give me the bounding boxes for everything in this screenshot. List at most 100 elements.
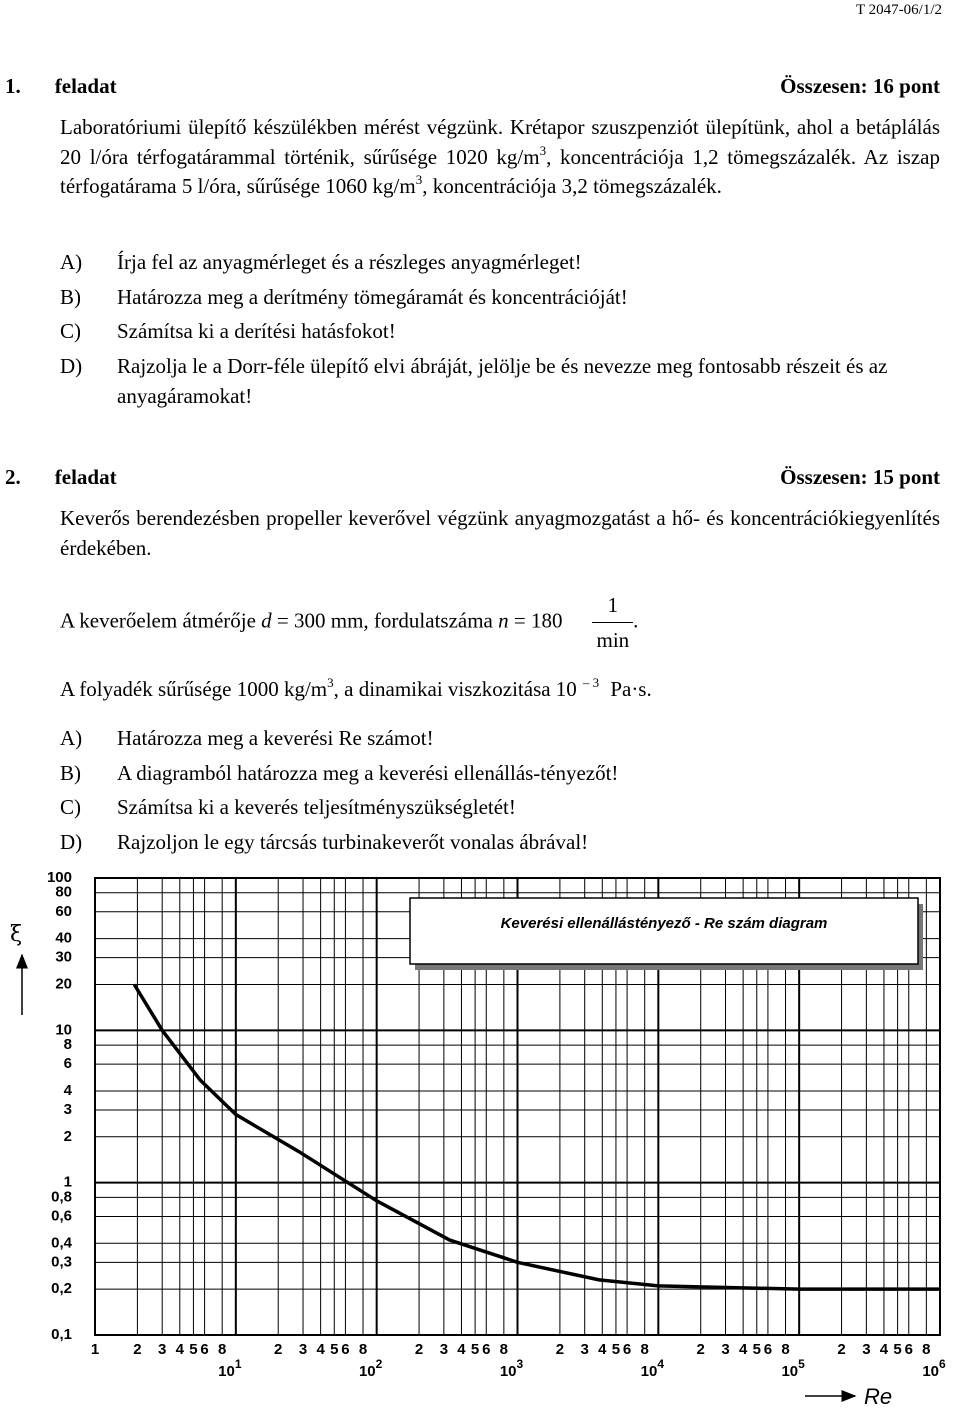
tick-text: 5	[753, 1341, 761, 1358]
text: A keverőelem átmérője	[60, 608, 262, 633]
item-letter: A)	[60, 250, 83, 274]
x-tick-label: 2	[837, 1341, 845, 1358]
y-tick-label: 0,2	[51, 1280, 72, 1297]
x-tick-label: 2	[556, 1341, 564, 1358]
item-text: Írja fel az anyagmérleget és a részleges…	[117, 250, 582, 274]
x-tick-label: 4	[739, 1341, 748, 1358]
tick-text: 4	[457, 1341, 466, 1358]
x-tick-label: 3	[721, 1341, 729, 1358]
tick-text: 8	[359, 1341, 367, 1358]
x-tick-label: 8	[500, 1341, 508, 1358]
x-tick-label: 4	[457, 1341, 466, 1358]
y-tick-label: 30	[55, 949, 72, 966]
y-tick-label: 1	[64, 1174, 72, 1191]
task-item: B) Határozza meg a derítmény tömegáramát …	[60, 282, 940, 312]
task-item: D) Rajzoljon le egy tárcsás turbinakeverő…	[60, 827, 940, 857]
y-tick-label: 6	[64, 1055, 72, 1072]
x-tick-label: 106	[922, 1357, 946, 1380]
x-tick-label: 2	[133, 1341, 141, 1358]
tick-text: 6	[482, 1341, 490, 1358]
task-item: A) Határozza meg a keverési Re számot!	[60, 723, 940, 753]
x-tick-label: 8	[359, 1341, 367, 1358]
x-tick-label: 4	[598, 1341, 607, 1358]
item-letter: D)	[60, 353, 83, 378]
task-number: 2.	[5, 465, 21, 489]
task-total: Összesen: 16 pont	[780, 74, 940, 98]
task-heading: 2. feladat Összesen: 15 pont	[5, 463, 940, 491]
x-tick-label: 8	[922, 1341, 930, 1358]
item-text: Rajzolja le a Dorr-féle ülepítő elvi ábr…	[117, 353, 888, 408]
tick-exponent: 1	[235, 1357, 242, 1371]
x-tick-label: 2	[697, 1341, 705, 1358]
tick-exponent: 4	[657, 1357, 664, 1371]
tick-text: 2	[697, 1341, 705, 1358]
x-tick-label: 6	[764, 1341, 772, 1358]
x-tick-label: 5	[330, 1341, 338, 1358]
task-total: Összesen: 15 pont	[780, 465, 940, 489]
tick-text: 2	[837, 1341, 845, 1358]
tick-text: 5	[330, 1341, 338, 1358]
item-letter: A)	[60, 726, 83, 750]
superscript: 3	[539, 142, 547, 158]
y-tick-label: 0,3	[51, 1253, 72, 1270]
task-title: 1. feladat	[5, 72, 117, 100]
tick-text: 5	[189, 1341, 197, 1358]
tick-text: 1	[91, 1341, 99, 1358]
x-tick-label: 1	[91, 1341, 99, 1358]
item-text: Határozza meg a keverési Re számot!	[117, 726, 434, 750]
tick-text: 3	[862, 1341, 870, 1358]
x-tick-label: 5	[612, 1341, 620, 1358]
data-line	[132, 983, 940, 1291]
tick-exponent: 2	[376, 1357, 383, 1371]
superscript: 3	[415, 172, 423, 187]
x-tick-label: 5	[189, 1341, 197, 1358]
x-tick-label: 5	[893, 1341, 901, 1358]
x-tick-label: 103	[500, 1357, 524, 1380]
x-tick-label: 4	[880, 1341, 889, 1358]
x-tick-label: 3	[581, 1341, 589, 1358]
item-text: Határozza meg a derítmény tömegáramát és…	[117, 284, 628, 309]
x-tick-label: 5	[471, 1341, 479, 1358]
item-letter: C)	[60, 319, 81, 343]
item-text: Számítsa ki a derítési hatásfokot!	[117, 319, 396, 343]
y-tick-label: 40	[55, 930, 72, 947]
tick-text: 3	[581, 1341, 589, 1358]
numerator: 1	[592, 588, 634, 623]
x-tick-label: 8	[218, 1341, 226, 1358]
tick-base: 10	[641, 1363, 658, 1380]
x-tick-label: 3	[440, 1341, 448, 1358]
tick-exponent: 5	[798, 1357, 805, 1371]
symbol: d	[261, 608, 272, 633]
y-tick-label: 0,8	[51, 1188, 72, 1205]
task-intro: Laboratóriumi ülepítő készülékben mérést…	[60, 113, 940, 202]
tick-text: 5	[612, 1341, 620, 1358]
x-tick-label: 4	[316, 1341, 325, 1358]
x-tick-label: 104	[641, 1357, 665, 1380]
tick-text: 6	[200, 1341, 208, 1358]
y-tick-label: 8	[64, 1036, 72, 1053]
x-tick-label: 101	[218, 1357, 242, 1380]
tick-base: 10	[359, 1363, 376, 1380]
tick-base: 10	[781, 1363, 798, 1380]
symbol: n	[498, 608, 509, 633]
tick-text: 8	[500, 1341, 508, 1358]
task-items: A) Határozza meg a keverési Re számot! B) A…	[60, 723, 940, 861]
text: Laboratóriumi ülepítő készülékben mérést…	[60, 115, 940, 169]
tick-text: 3	[440, 1341, 448, 1358]
tick-text: 3	[721, 1341, 729, 1358]
text: Pa·s.	[605, 677, 652, 701]
item-text: Számítsa ki a keverés teljesítményszüksé…	[117, 795, 516, 819]
y-tick-label: 0,1	[51, 1326, 72, 1343]
x-tick-label: 105	[781, 1357, 805, 1380]
tick-text: 4	[739, 1341, 748, 1358]
x-tick-label: 5	[753, 1341, 761, 1358]
task-item: D) Rajzolja le a Dorr-féle ülepítő elvi á…	[60, 351, 940, 411]
tick-text: 6	[905, 1341, 913, 1358]
page-header: T 2047-06/1/2	[856, 2, 942, 18]
x-tick-label: 8	[781, 1341, 789, 1358]
task-item: C) Számítsa ki a derítési hatásfokot!	[60, 316, 940, 346]
text: .	[633, 608, 639, 633]
tick-text: 8	[218, 1341, 226, 1358]
x-tick-label: 6	[623, 1341, 631, 1358]
